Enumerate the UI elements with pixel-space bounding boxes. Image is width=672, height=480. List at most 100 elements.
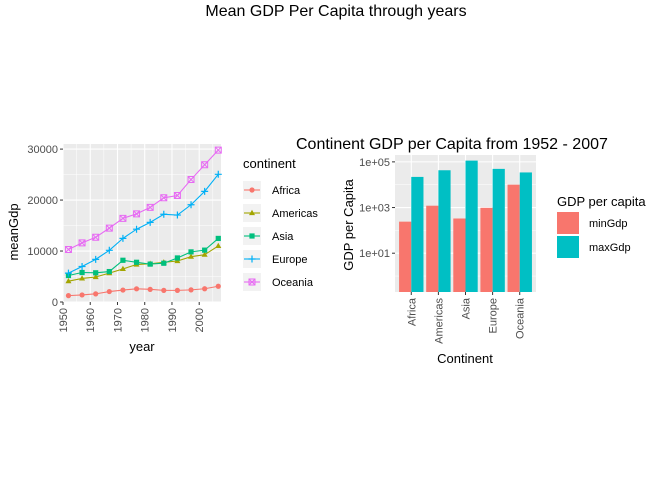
bar-mingdp-africa <box>399 221 412 292</box>
data-point-africa <box>106 288 112 295</box>
bar-chart-x-tick-label: Oceania <box>515 297 527 339</box>
data-point-oceania <box>92 233 100 241</box>
bar-chart-x-tick-label: Africa <box>406 297 418 326</box>
line-chart-y-tick-label: 0 <box>52 297 58 309</box>
data-point-europe <box>133 225 141 233</box>
data-point-europe <box>187 201 195 209</box>
data-point-americas <box>79 275 86 281</box>
data-point-oceania <box>105 224 113 232</box>
page-title: Mean GDP Per Capita through years <box>205 3 467 20</box>
data-point-europe <box>64 269 72 277</box>
line-chart-x-tick-label: 1950 <box>58 308 70 332</box>
legend-label-europe: Europe <box>272 254 307 266</box>
bar-chart-xlabel: Continent <box>437 351 493 366</box>
bar-chart-title: Continent GDP per Capita from 1952 - 200… <box>296 136 608 153</box>
data-point-americas <box>92 273 99 280</box>
bar-mingdp-oceania <box>507 184 520 292</box>
series-line-americas <box>68 245 219 282</box>
data-point-africa <box>120 287 126 293</box>
data-point-oceania <box>119 214 127 222</box>
data-point-oceania <box>201 161 209 169</box>
data-point-oceania <box>173 192 181 200</box>
line-chart-y-tick-label: 20000 <box>27 195 58 207</box>
legend-label-africa: Africa <box>272 185 301 197</box>
bar-chart-legend: GDP per capita minGdp maxGdp <box>557 194 646 258</box>
legend-marker-oceania <box>248 278 256 286</box>
data-point-africa <box>147 286 153 292</box>
data-point-africa <box>133 286 140 292</box>
line-chart-panel <box>63 144 221 302</box>
data-point-asia <box>93 270 99 276</box>
data-point-europe <box>146 218 154 226</box>
legend-marker-africa <box>249 187 255 193</box>
line-chart: 1950 1960 1970 1980 1990 20000100002000030000… <box>6 144 318 354</box>
line-chart-legend-title: continent <box>243 156 296 171</box>
data-point-asia <box>79 269 85 276</box>
data-point-europe <box>78 263 86 271</box>
line-chart-series <box>64 146 222 299</box>
data-point-africa <box>161 287 167 293</box>
bar-maxgdp-americas <box>438 170 451 292</box>
line-chart-x-tick-label: 1970 <box>112 308 124 332</box>
legend-label-americas: Americas <box>272 208 318 220</box>
data-point-africa <box>188 287 194 293</box>
bar-chart-y-tick-label: 1e+05 <box>359 157 390 169</box>
data-point-asia <box>147 261 153 267</box>
legend-label-maxgdp: maxGdp <box>589 242 631 254</box>
data-point-asia <box>106 268 112 275</box>
data-point-asia <box>133 259 140 265</box>
bar-mingdp-asia <box>453 218 466 292</box>
series-line-europe <box>68 173 219 274</box>
data-point-asia <box>174 255 181 261</box>
data-point-oceania <box>187 176 195 184</box>
bar-chart-x-tick-label: Europe <box>488 298 500 333</box>
line-chart-x-tick-label: 1990 <box>167 308 179 332</box>
bar-chart-y-tick-label: 1e+01 <box>359 248 390 260</box>
line-chart-ylabel: meanGdp <box>6 203 21 260</box>
data-point-africa <box>65 293 72 299</box>
data-point-africa <box>202 286 208 292</box>
line-chart-gridlines <box>62 144 221 303</box>
line-chart-x-tick-label: 1960 <box>85 308 97 332</box>
data-point-asia <box>215 235 221 242</box>
data-point-americas <box>215 242 222 249</box>
bar-maxgdp-europe <box>492 168 505 292</box>
bar-maxgdp-asia <box>465 160 478 292</box>
data-point-europe <box>173 211 181 219</box>
data-point-europe <box>105 246 113 254</box>
data-point-oceania <box>160 194 168 202</box>
line-chart-x-tick-label: 1980 <box>140 308 152 332</box>
bar-chart-legend-title: GDP per capita <box>557 194 646 209</box>
data-point-oceania <box>214 146 222 154</box>
line-chart-x-tick-label: 2000 <box>194 308 206 332</box>
data-point-americas <box>201 251 208 257</box>
line-chart-xlabel: year <box>129 339 155 354</box>
data-point-oceania <box>146 203 154 211</box>
line-chart-legend: continent Africa Americas Asia Europe Oceani… <box>243 156 318 291</box>
data-point-americas <box>188 253 195 259</box>
data-point-asia <box>161 260 167 266</box>
data-point-europe <box>160 210 168 218</box>
bar-chart-y-tick-label: 1e+03 <box>359 203 390 215</box>
data-point-oceania <box>64 246 72 254</box>
legend-marker-europe <box>248 255 256 263</box>
bar-mingdp-americas <box>426 205 439 292</box>
data-point-asia <box>120 257 126 263</box>
data-point-africa <box>93 291 99 297</box>
bar-chart-x-tick-label: Americas <box>433 298 445 344</box>
bar-mingdp-europe <box>480 207 493 292</box>
legend-label-oceania: Oceania <box>272 277 314 289</box>
data-point-europe <box>201 187 209 195</box>
bar-maxgdp-africa <box>411 176 424 292</box>
legend-key-maxgdp <box>557 236 579 258</box>
data-point-americas <box>119 265 126 271</box>
legend-key-mingdp <box>557 212 579 234</box>
data-point-asia <box>202 247 208 253</box>
bar-chart-bars <box>399 160 532 292</box>
bar-maxgdp-oceania <box>519 172 532 292</box>
legend-label-mingdp: minGdp <box>589 218 628 230</box>
legend-marker-americas <box>249 209 255 216</box>
data-point-asia <box>188 249 194 255</box>
